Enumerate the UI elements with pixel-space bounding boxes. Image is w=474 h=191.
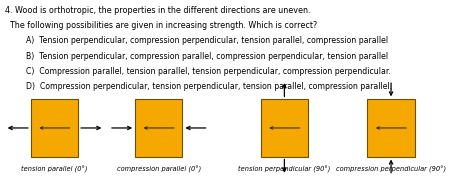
Text: B)  Tension perpendicular, compression parallel, compression perpendicular, tens: B) Tension perpendicular, compression pa… — [26, 52, 388, 61]
Text: The following possibilities are given in increasing strength. Which is correct?: The following possibilities are given in… — [5, 21, 317, 30]
Bar — [135, 99, 182, 157]
Text: A)  Tension perpendicular, compression perpendicular, tension parallel, compress: A) Tension perpendicular, compression pe… — [26, 36, 388, 45]
Text: compression perpendicular (90°): compression perpendicular (90°) — [336, 166, 446, 173]
Text: 4. Wood is orthotropic, the properties in the different directions are uneven.: 4. Wood is orthotropic, the properties i… — [5, 6, 310, 15]
Text: tension perpendicular (90°): tension perpendicular (90°) — [238, 166, 330, 173]
Bar — [31, 99, 78, 157]
Text: compression parallel (0°): compression parallel (0°) — [117, 166, 201, 173]
Text: C)  Compression parallel, tension parallel, tension perpendicular, compression p: C) Compression parallel, tension paralle… — [26, 67, 391, 76]
Bar — [367, 99, 415, 157]
Text: D)  Compression perpendicular, tension perpendicular, tension parallel, compress: D) Compression perpendicular, tension pe… — [26, 82, 392, 91]
Bar — [261, 99, 308, 157]
Text: tension parallel (0°): tension parallel (0°) — [21, 166, 88, 173]
